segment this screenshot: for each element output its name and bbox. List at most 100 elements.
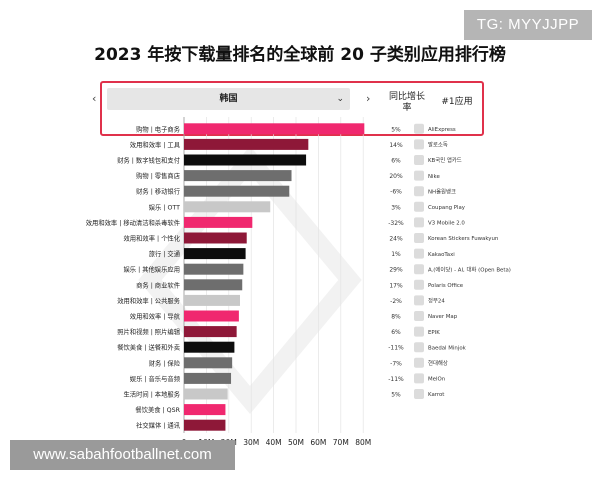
category-label: 生活时间 | 本地服务: [124, 390, 181, 399]
bar: [184, 232, 247, 244]
bar: [184, 201, 271, 213]
top-app-name: Naver Map: [428, 314, 458, 320]
nh-bank-icon: [414, 186, 424, 197]
yoy-value: -32%: [388, 220, 404, 227]
chart-title: 2023 年按下载量排名的全球前 20 子类别应用排行榜: [94, 45, 506, 65]
yoy-value: 5%: [391, 392, 401, 399]
yoy-value: 17%: [389, 282, 403, 289]
category-label: 效用和效率 | 导航: [130, 312, 181, 321]
top-app-name: Karrot: [428, 392, 444, 398]
yoy-value: 6%: [391, 329, 401, 336]
kakaotaxi-icon: [414, 248, 424, 259]
yoy-value: 29%: [389, 267, 403, 274]
bar: [184, 263, 244, 275]
category-label: 效用和效率 | 工具: [130, 140, 181, 149]
baemin-icon: [414, 342, 424, 353]
bar: [184, 326, 237, 338]
top-app-name: NH올원뱅크: [428, 187, 456, 195]
gov24-icon: [414, 295, 424, 306]
yoy-value: -11%: [388, 376, 404, 383]
app-icon: [414, 139, 424, 150]
bar: [184, 248, 246, 260]
bar: [184, 216, 253, 228]
top-app-name: EPIK: [428, 330, 440, 336]
yoy-header-line1: 同比增长: [388, 92, 425, 102]
yoy-value: 14%: [389, 142, 403, 149]
x-tick-label: 40M: [266, 438, 282, 447]
top-app-name: 정부24: [428, 298, 445, 305]
bar: [184, 170, 292, 182]
category-label: 旅行 | 交通: [149, 249, 181, 258]
yoy-value: 1%: [391, 251, 401, 258]
melon-icon: [414, 373, 424, 384]
category-label: 效用和效率 | 公共服务: [117, 296, 180, 305]
category-label: 财务 | 移动银行: [136, 187, 181, 196]
category-label: 娱乐 | 其他娱乐应用: [124, 265, 181, 274]
background-diamond: [138, 145, 362, 415]
top-app-name: A.(에이닷) - AI, 대화 (Open Beta): [428, 265, 511, 273]
top-app-name: V3 Mobile 2.0: [428, 221, 465, 227]
v3-mobile-icon: [414, 217, 424, 228]
region-dropdown[interactable]: 韩国 ⌄: [107, 88, 350, 110]
top-app-name: 발로소독: [428, 141, 448, 149]
yoy-header-line2: 率: [402, 103, 412, 113]
hyundai-insurance-icon: [414, 357, 424, 368]
bottom-watermark: www.sabahfootballnet.com: [10, 440, 235, 470]
bar: [184, 310, 239, 322]
category-label: 商务 | 商业软件: [136, 280, 180, 289]
top-app-name: Polaris Office: [428, 283, 464, 289]
category-label: 社交媒体 | 通讯: [136, 421, 181, 430]
category-label: 财务 | 保险: [149, 358, 181, 367]
yoy-value: -11%: [388, 345, 404, 352]
category-label: 娱乐 | 音乐与音频: [130, 374, 181, 383]
next-arrow-icon[interactable]: ›: [366, 92, 371, 105]
naver-map-icon: [414, 311, 424, 321]
yoy-value: -6%: [390, 189, 402, 196]
coupang-play-icon: [414, 201, 424, 212]
top-app-name: Korean Stickers Fuwakyun: [428, 236, 498, 242]
category-label: 餐饮美食 | 送餐和外卖: [117, 343, 180, 352]
top-app-name: KakaoTaxi: [428, 252, 455, 258]
polaris-office-icon: [414, 279, 424, 290]
yoy-value: 24%: [389, 236, 403, 243]
top-app-name: MelOn: [428, 377, 445, 383]
karrot-icon: [414, 389, 424, 399]
x-tick-label: 50M: [288, 438, 304, 447]
top-app-name: 현대해상: [428, 359, 448, 367]
bar: [184, 294, 240, 306]
category-label: 购物 | 零售商店: [136, 171, 180, 180]
bar: [184, 279, 243, 291]
top-app-name: Baedal Minjok: [428, 345, 467, 351]
region-label: 韩国: [219, 94, 238, 104]
prev-arrow-icon[interactable]: ‹: [92, 92, 97, 105]
top-app-name: Coupang Play: [428, 205, 466, 211]
yoy-value: -7%: [390, 360, 402, 367]
x-tick-label: 70M: [333, 438, 349, 447]
top-app-name: KB국민 앱카드: [428, 156, 462, 164]
bar: [184, 388, 228, 400]
nike-icon: [414, 170, 424, 181]
bar: [184, 154, 307, 166]
x-tick-label: 60M: [310, 438, 326, 447]
top-app-header: #1应用: [441, 97, 473, 107]
sticker-icon: [414, 233, 424, 243]
yoy-value: -2%: [390, 298, 402, 305]
bar: [184, 419, 226, 431]
yoy-value: 6%: [391, 158, 401, 165]
bar: [184, 372, 232, 384]
yoy-value: 8%: [391, 314, 401, 321]
adot-icon: [414, 264, 424, 275]
bar: [184, 138, 309, 150]
top-app-name: Nike: [428, 174, 440, 180]
x-tick-label: 30M: [243, 438, 259, 447]
bar: [184, 404, 226, 416]
category-label: 餐饮美食 | QSR: [135, 405, 180, 414]
bar: [184, 185, 290, 197]
yoy-value: 20%: [389, 173, 403, 180]
yoy-value: 3%: [391, 204, 401, 211]
yoy-header: 同比增长 率: [382, 92, 432, 114]
category-label: 财务 | 数字钱包和支付: [117, 156, 180, 165]
top-watermark: TG: MYYJJPP: [464, 10, 592, 40]
category-label: 娱乐 | OTT: [149, 202, 180, 211]
